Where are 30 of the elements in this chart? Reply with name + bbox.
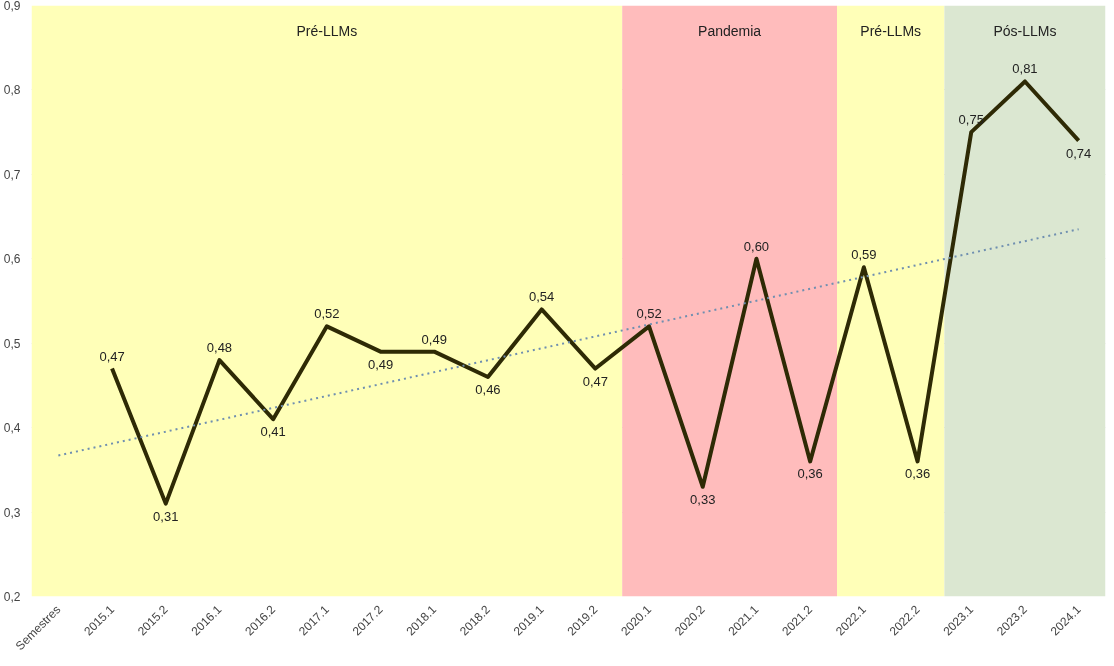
data-label: 0,54 <box>529 289 555 305</box>
y-tick-label: 0,2 <box>3 590 21 604</box>
data-label: 0,31 <box>153 508 179 524</box>
y-tick-label: 0,8 <box>3 83 21 98</box>
data-label: 0,52 <box>314 306 340 322</box>
data-label: 0,60 <box>743 238 770 254</box>
data-label: 0,52 <box>636 306 662 322</box>
band-label: Pré-LLMs <box>296 22 358 39</box>
band-label: Pré-LLMs <box>860 22 922 39</box>
data-label: 0,81 <box>1012 61 1038 77</box>
data-label: 0,48 <box>206 340 233 356</box>
data-label: 0,59 <box>851 247 877 263</box>
y-tick-label: 0,4 <box>3 421 21 436</box>
data-label: 0,49 <box>367 356 394 372</box>
band-label: Pandemia <box>698 22 762 39</box>
y-tick-label: 0,9 <box>3 0 21 13</box>
y-tick-label: 0,7 <box>3 167 21 182</box>
data-label: 0,46 <box>475 381 501 397</box>
y-tick-label: 0,6 <box>3 252 21 267</box>
data-label: 0,41 <box>260 424 286 440</box>
data-label: 0,47 <box>582 373 609 389</box>
data-label: 0,36 <box>797 466 823 482</box>
y-tick-label: 0,3 <box>3 505 21 520</box>
data-label: 0,47 <box>99 348 125 364</box>
y-tick-label: 0,5 <box>3 336 21 351</box>
data-label: 0,49 <box>421 331 447 347</box>
data-label: 0,36 <box>904 466 931 482</box>
data-label: 0,33 <box>690 491 716 507</box>
data-label: 0,74 <box>1066 145 1092 161</box>
band-label: Pós-LLMs <box>993 22 1057 39</box>
